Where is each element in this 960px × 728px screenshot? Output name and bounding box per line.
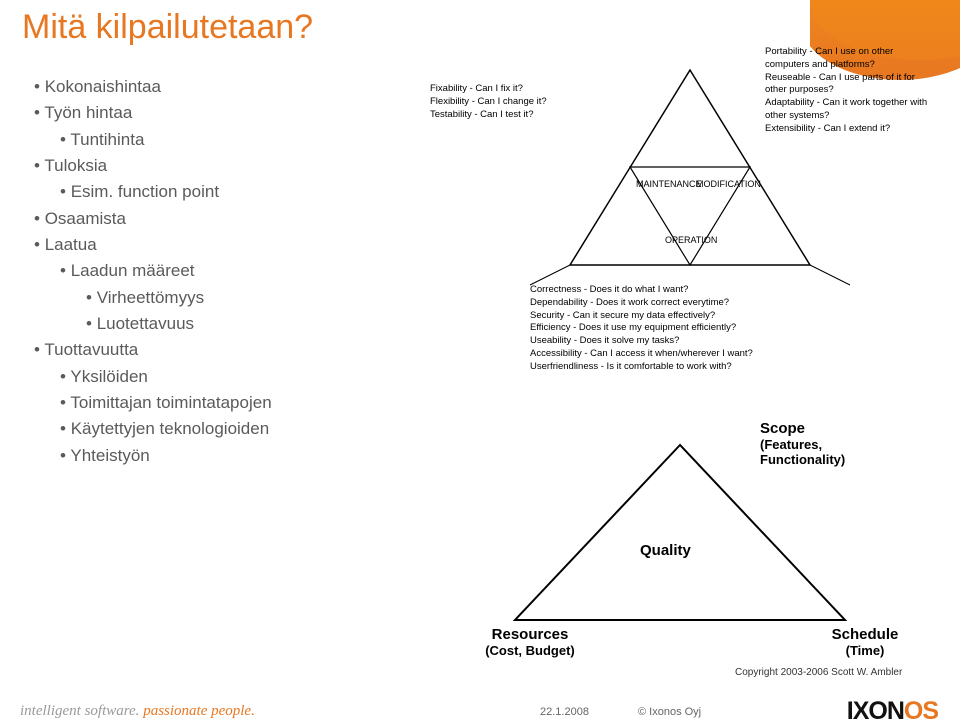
list-item: Tuntihinta bbox=[60, 127, 272, 153]
scope-triangle-diagram: Scope (Features, Functionality) Quality … bbox=[455, 430, 955, 690]
resources-label: Resources (Cost, Budget) bbox=[460, 626, 600, 658]
list-item: Laatua bbox=[34, 232, 272, 258]
label: Useability - Does it solve my tasks? bbox=[530, 335, 850, 348]
tagline-part: intelligent software. bbox=[20, 703, 139, 719]
list-item: Työn hintaa bbox=[34, 100, 272, 126]
logo-part: IXON bbox=[847, 697, 904, 725]
triangle-copyright: Copyright 2003-2006 Scott W. Ambler bbox=[735, 667, 902, 678]
tri-inner-right: MODIFICATION bbox=[696, 179, 761, 189]
list-item: Virheettömyys bbox=[86, 285, 272, 311]
label: (Features, Functionality) bbox=[760, 437, 920, 467]
label: Extensibility - Can I extend it? bbox=[765, 123, 955, 136]
triangle-right-labels: Portability - Can I use on other compute… bbox=[765, 46, 955, 136]
quality-label: Quality bbox=[640, 542, 691, 559]
triangle-bottom-labels: Correctness - Does it do what I want? De… bbox=[530, 284, 850, 374]
label: Userfriendliness - Is it comfortable to … bbox=[530, 361, 850, 374]
list-item: Käytettyjen teknologioiden bbox=[60, 416, 272, 442]
footer: intelligent software. passionate people.… bbox=[0, 686, 960, 728]
triangle-left-labels: Fixability - Can I fix it? Flexibility -… bbox=[430, 83, 547, 121]
logo-part: OS bbox=[904, 697, 938, 725]
list-item: Toimittajan toimintatapojen bbox=[60, 390, 272, 416]
footer-copyright: © Ixonos Oyj bbox=[638, 706, 701, 718]
tri-inner-bottom: OPERATION bbox=[665, 235, 717, 245]
label: Testability - Can I test it? bbox=[430, 109, 547, 122]
list-item: Luotettavuus bbox=[86, 311, 272, 337]
label: Reuseable - Can I use parts of it for ot… bbox=[765, 72, 955, 98]
page-title: Mitä kilpailutetaan? bbox=[22, 8, 313, 47]
list-item: Esim. function point bbox=[60, 179, 272, 205]
label: Security - Can it secure my data effecti… bbox=[530, 310, 850, 323]
list-item: Kokonaishintaa bbox=[34, 74, 272, 100]
tagline-part: passionate people. bbox=[139, 703, 254, 719]
label: Scope bbox=[760, 420, 805, 437]
tagline: intelligent software. passionate people. bbox=[20, 703, 255, 720]
label: Efficiency - Does it use my equipment ef… bbox=[530, 322, 850, 335]
label: Accessibility - Can I access it when/whe… bbox=[530, 348, 850, 361]
label: Flexibility - Can I change it? bbox=[430, 96, 547, 109]
ixonos-logo: IXONOS bbox=[847, 697, 938, 726]
bullet-list: Kokonaishintaa Työn hintaa Tuntihinta Tu… bbox=[34, 74, 272, 469]
list-item: Yksilöiden bbox=[60, 364, 272, 390]
list-item: Tuottavuutta bbox=[34, 337, 272, 363]
label: Dependability - Does it work correct eve… bbox=[530, 297, 850, 310]
list-item: Laadun määreet bbox=[60, 258, 272, 284]
label: Fixability - Can I fix it? bbox=[430, 83, 547, 96]
label: Correctness - Does it do what I want? bbox=[530, 284, 850, 297]
label: Resources bbox=[492, 626, 569, 643]
label: Portability - Can I use on other compute… bbox=[765, 46, 955, 72]
label: (Cost, Budget) bbox=[460, 643, 600, 658]
label: Schedule bbox=[832, 626, 899, 643]
scope-label: Scope (Features, Functionality) bbox=[760, 420, 920, 467]
list-item: Osaamista bbox=[34, 206, 272, 232]
tri-inner-left: MAINTENANCE bbox=[636, 179, 702, 189]
list-item: Tuloksia bbox=[34, 153, 272, 179]
quality-triangle-diagram: Fixability - Can I fix it? Flexibility -… bbox=[440, 50, 940, 430]
footer-date: 22.1.2008 bbox=[540, 706, 589, 718]
list-item: Yhteistyön bbox=[60, 443, 272, 469]
label: Adaptability - Can it work together with… bbox=[765, 97, 955, 123]
schedule-label: Schedule (Time) bbox=[805, 626, 925, 658]
label: (Time) bbox=[805, 643, 925, 658]
